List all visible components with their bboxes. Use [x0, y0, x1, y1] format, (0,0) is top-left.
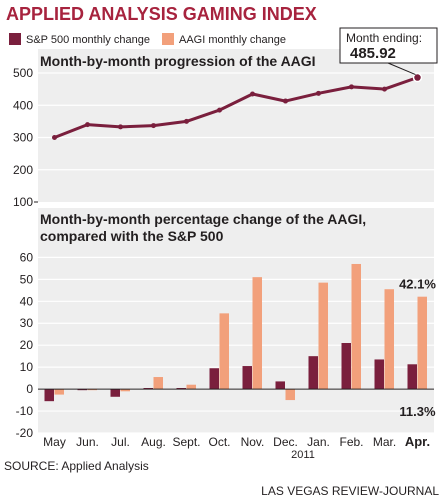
bar-y-tick-label: -10	[16, 404, 34, 418]
month-ending-callout: Month ending: 485.92	[339, 27, 438, 76]
bar-chart-subtitle-line1: Month-by-month percentage change of the …	[40, 211, 366, 227]
bar-y-tick-label: -20	[16, 426, 34, 440]
bar-chart-bars	[44, 263, 427, 402]
callout-box	[339, 27, 438, 64]
x-tick-label: Oct.	[208, 435, 230, 449]
sp500-bar	[242, 366, 252, 390]
x-tick-label: May	[43, 435, 66, 449]
callout-value: 485.92	[350, 45, 396, 62]
bar-y-tick-label: 40	[20, 294, 34, 308]
bar-y-tick-label: 30	[20, 316, 34, 330]
aagi-point	[250, 91, 255, 97]
sp500-bar	[308, 356, 318, 390]
line-y-tick-label: 500	[13, 66, 33, 80]
aagi-point	[316, 90, 321, 96]
sp500-bar	[275, 381, 285, 390]
year-label: 2011	[291, 449, 315, 461]
bar-y-tick-label: 20	[20, 338, 34, 352]
line-chart-y-axis: 100 200 300 400 500	[13, 66, 38, 209]
line-chart-points	[52, 72, 423, 140]
bar-panel-background	[38, 208, 434, 433]
aagi-bar	[318, 282, 328, 390]
aagi-line	[53, 76, 418, 139]
bar-y-tick-label: 10	[20, 360, 34, 374]
source-note: SOURCE: Applied Analysis	[4, 459, 149, 473]
aagi-bar	[87, 389, 97, 391]
aagi-point	[184, 118, 189, 124]
aagi-point	[52, 135, 57, 140]
aagi-point	[85, 122, 90, 128]
aagi-bar	[54, 389, 64, 395]
x-tick-label: Sept.	[172, 435, 200, 449]
x-tick-label: Mar.	[373, 435, 396, 449]
credit-line: LAS VEGAS REVIEW-JOURNAL	[261, 484, 439, 498]
line-chart-grid	[38, 72, 434, 171]
line-y-tick-label: 400	[13, 98, 33, 112]
x-tick-label: Nov.	[241, 435, 265, 449]
aagi-bar	[384, 289, 394, 390]
bar-y-tick-label: 50	[20, 272, 34, 286]
x-tick-label: Jul.	[111, 435, 130, 449]
bar-chart-subtitle-line2: compared with the S&P 500	[40, 228, 224, 244]
aagi-point	[283, 98, 288, 104]
sp500-bar	[176, 388, 186, 390]
x-tick-label: Dec.	[273, 435, 298, 449]
sp500-bar	[209, 368, 219, 390]
bar-data-label: 42.1%	[399, 277, 436, 292]
sp500-bar	[407, 364, 417, 390]
aagi-bar	[120, 389, 130, 392]
bar-data-label: 11.3%	[399, 404, 436, 419]
aagi-point	[349, 84, 354, 90]
aagi-bar	[186, 384, 196, 390]
aagi-point	[151, 123, 156, 129]
bar-chart-y-axis: -20 -10 0 10 20 30 40 50 60	[16, 250, 34, 440]
x-tick-label: Jan.	[307, 435, 330, 449]
sp500-bar	[374, 359, 384, 390]
aagi-bar	[252, 277, 262, 390]
bar-y-tick-label: 0	[26, 382, 33, 396]
sp500-bar	[341, 343, 351, 390]
line-chart-subtitle: Month-by-month progression of the AAGI	[40, 53, 316, 69]
sp500-bar	[44, 389, 54, 402]
aagi-point	[412, 72, 423, 83]
callout-leader-line	[387, 62, 416, 76]
aagi-point	[382, 86, 387, 92]
x-tick-label: Jun.	[76, 435, 99, 449]
line-y-tick-label: 300	[13, 131, 33, 145]
bar-chart-annotations: 42.1% 11.3%	[399, 277, 436, 419]
x-tick-label: Feb.	[339, 435, 363, 449]
legend-swatch-sp500	[9, 33, 21, 45]
line-y-tick-label: 200	[13, 163, 33, 177]
aagi-bar	[417, 296, 427, 390]
aagi-bar	[219, 313, 229, 390]
sp500-bar	[110, 389, 120, 397]
aagi-point	[217, 107, 222, 113]
aagi-bar	[285, 389, 295, 401]
aagi-bar	[153, 377, 163, 390]
aagi-point	[118, 124, 123, 130]
sp500-bar	[77, 389, 87, 391]
line-y-tick-label: 100	[13, 195, 33, 209]
x-axis-labels: May Jun. Jul. Aug. Sept. Oct. Nov. Dec. Jan. Feb.…	[43, 434, 430, 449]
legend-label-sp500: S&P 500 monthly change	[26, 34, 150, 46]
bar-y-tick-label: 60	[20, 250, 34, 264]
legend-swatch-aagi	[162, 33, 174, 45]
aagi-bar	[351, 263, 361, 390]
chart-title: APPLIED ANALYSIS GAMING INDEX	[6, 4, 317, 24]
x-tick-label: Aug.	[141, 435, 166, 449]
legend-label-aagi: AAGI monthly change	[179, 34, 286, 46]
callout-label: Month ending:	[346, 31, 422, 45]
x-tick-label: Apr.	[405, 434, 430, 449]
sp500-bar	[143, 388, 153, 390]
